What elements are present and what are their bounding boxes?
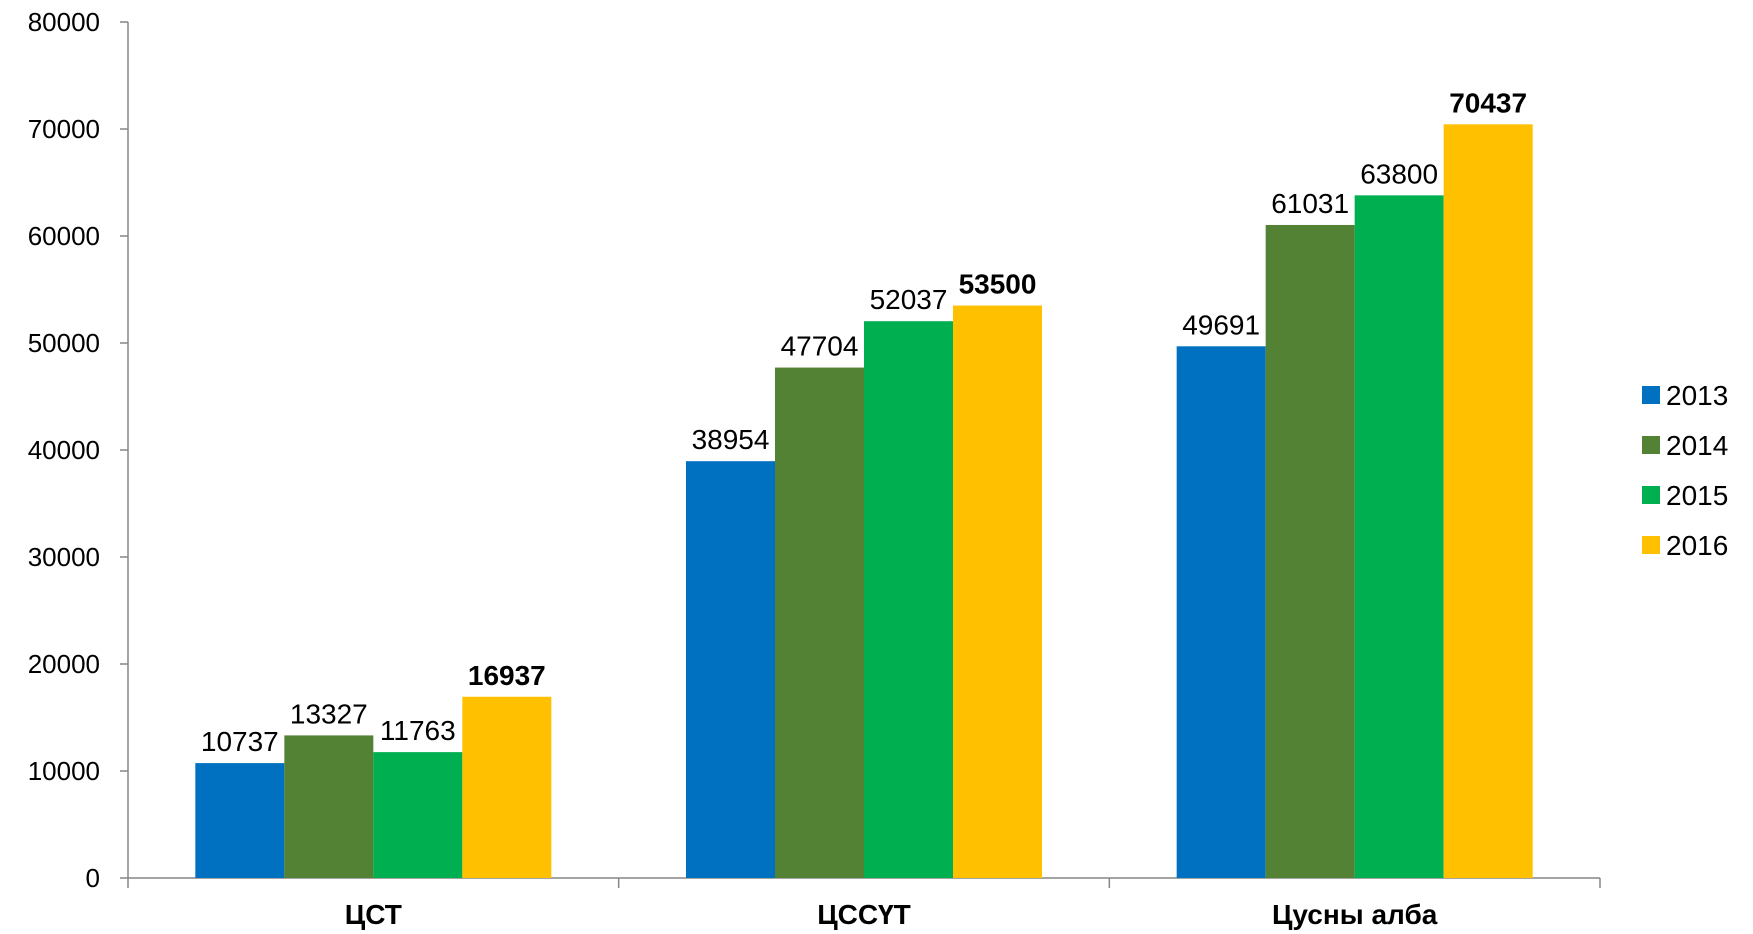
bar-2016 [462,696,552,878]
legend-swatch [1642,436,1660,454]
legend-label: 2016 [1666,530,1728,561]
bar-2016 [953,305,1042,878]
legend-label: 2015 [1666,480,1728,511]
bar-2015 [1354,195,1444,879]
data-label: 47704 [781,331,859,362]
x-category-label: Цусны алба [1272,899,1438,930]
legend-swatch [1642,386,1660,404]
legend-label: 2013 [1666,380,1728,411]
chart-data-labels: 10737 13327 11763 16937 38954 47704 52037 53500… [201,87,1527,757]
chart-bars [195,124,1533,879]
data-label: 16937 [468,660,546,691]
bar-2013 [1176,346,1266,879]
chart-axes: 0 10000 20000 30000 40000 50000 60000 70000 8000… [28,7,1601,930]
y-tick-label: 0 [86,863,100,893]
y-tick-label: 40000 [28,435,100,465]
y-tick-label: 60000 [28,221,100,251]
y-tick-label: 70000 [28,114,100,144]
y-tick-label: 50000 [28,328,100,358]
chart-legend: 2013 2014 2015 2016 [1642,380,1728,561]
data-label: 49691 [1182,309,1260,340]
x-category-label: ЦСТ [345,899,402,930]
data-label: 53500 [959,269,1037,300]
data-label: 10737 [201,726,279,757]
bar-2015 [864,321,953,878]
y-tick-label: 10000 [28,756,100,786]
bar-2014 [775,367,864,878]
data-label: 11763 [380,715,456,746]
bar-2013 [686,461,775,878]
y-tick-label: 30000 [28,542,100,572]
data-label: 63800 [1360,158,1438,189]
bar-2014 [1265,224,1355,878]
legend-label: 2014 [1666,430,1728,461]
data-label: 61031 [1271,188,1349,219]
data-label: 13327 [290,698,368,729]
y-tick-label: 80000 [28,7,100,37]
legend-swatch [1642,486,1660,504]
x-category-label: ЦССҮТ [817,899,911,930]
data-label: 52037 [870,284,948,315]
data-label: 70437 [1449,87,1527,118]
y-tick-label: 20000 [28,649,100,679]
data-label: 38954 [692,424,770,455]
bar-2015 [373,752,463,878]
bar-2013 [195,763,285,878]
legend-swatch [1642,536,1660,554]
bar-2016 [1443,124,1533,878]
bar-2014 [284,735,374,878]
